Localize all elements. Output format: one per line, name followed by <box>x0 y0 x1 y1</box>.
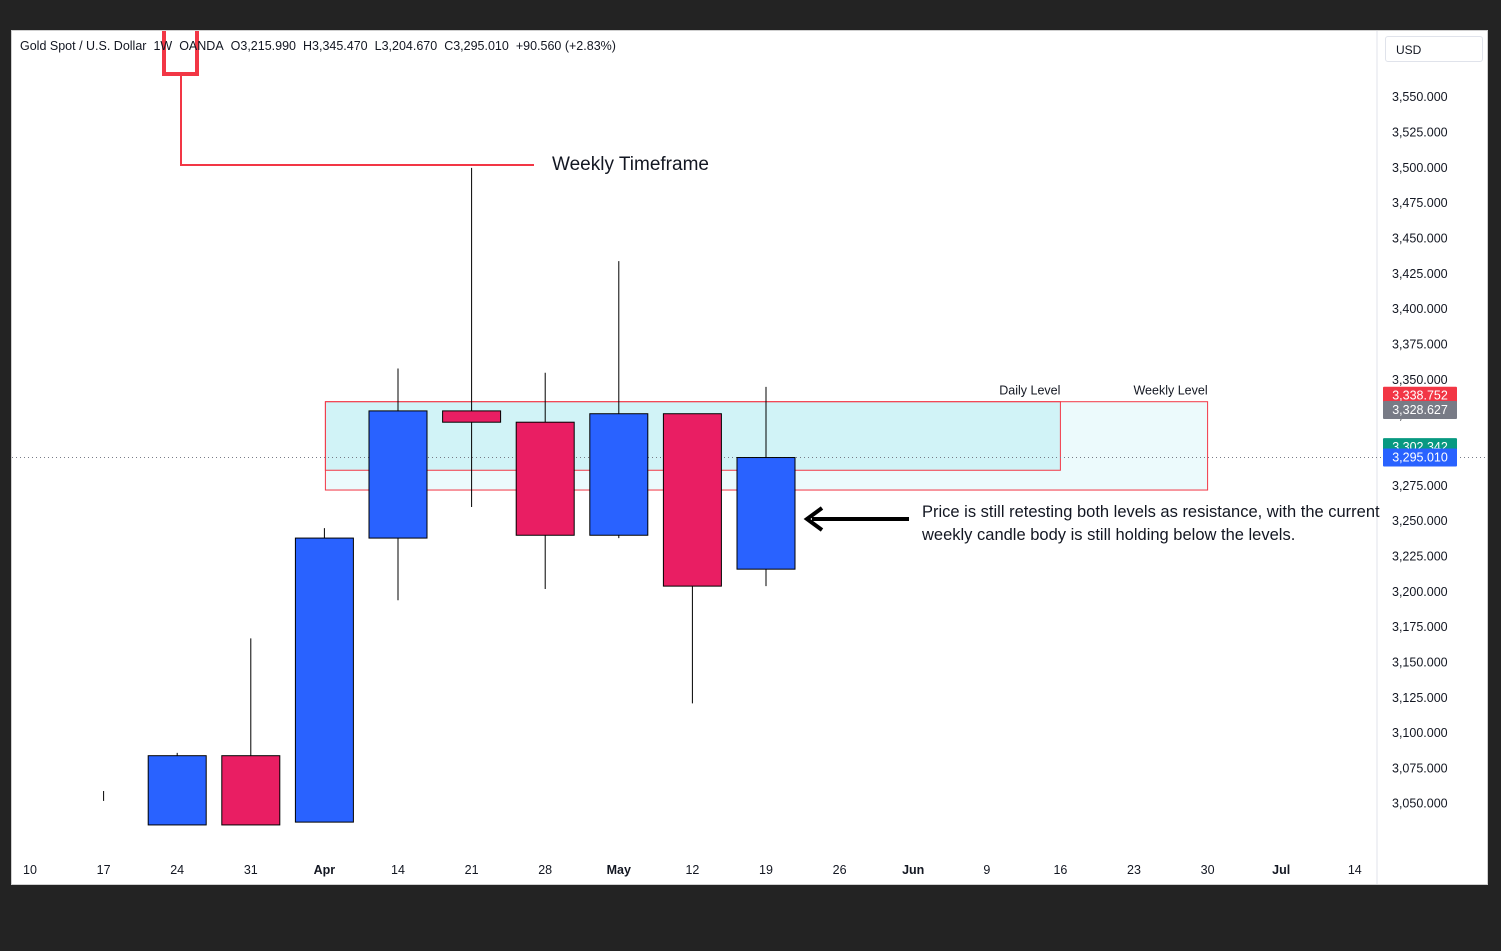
price-badge <box>1383 401 1457 420</box>
analysis-note: Price is still retesting both levels as … <box>922 503 1380 544</box>
x-tick-label: 16 <box>1053 863 1067 877</box>
y-tick-label: 3,150.000 <box>1392 655 1448 669</box>
y-tick-label: 3,050.000 <box>1392 797 1448 811</box>
y-tick-label: 3,125.000 <box>1392 691 1448 705</box>
symbol-legend: Gold Spot / U.S. Dollar 1W OANDA O3,215.990… <box>20 39 623 53</box>
candle-body-12[interactable] <box>662 413 722 587</box>
y-tick-label: 3,450.000 <box>1392 232 1448 246</box>
y-tick-label: 3,075.000 <box>1392 761 1448 775</box>
y-tick-label: 3,375.000 <box>1392 337 1448 351</box>
y-tick-label: 3,100.000 <box>1392 726 1448 740</box>
y-tick-label: 3,550.000 <box>1392 90 1448 104</box>
price-badge-label: 3,295.010 <box>1392 451 1448 465</box>
price-badge <box>1383 386 1457 405</box>
timeframe-selector[interactable]: 1W <box>153 39 173 53</box>
x-tick-label: 19 <box>759 863 773 877</box>
candle-body-31[interactable] <box>221 755 281 826</box>
zone-label-weekly-level: Weekly Level <box>1133 384 1207 398</box>
zone-label-daily-level: Daily Level <box>999 384 1060 398</box>
price-badge-label: 3,338.752 <box>1392 389 1448 403</box>
symbol-name[interactable]: Gold Spot / U.S. Dollar <box>20 39 147 53</box>
x-tick-label: 21 <box>465 863 479 877</box>
x-tick-label: 14 <box>1348 863 1362 877</box>
y-tick-label: 3,475.000 <box>1392 196 1448 210</box>
candle-body-28[interactable] <box>515 421 575 536</box>
y-tick-label: 3,250.000 <box>1392 514 1448 528</box>
x-tick-label: 12 <box>685 863 699 877</box>
candle-body-19[interactable] <box>736 457 796 570</box>
x-tick-label: 23 <box>1127 863 1141 877</box>
price-badge <box>1383 448 1457 467</box>
x-tick-label: Jul <box>1272 863 1290 877</box>
candle-body-14[interactable] <box>368 410 428 539</box>
x-tick-label: 26 <box>833 863 847 877</box>
currency-selector[interactable]: USD <box>1385 36 1483 62</box>
x-tick-label: 31 <box>244 863 258 877</box>
y-tick-label: 3,275.000 <box>1392 479 1448 493</box>
change-value: +90.560 (+2.83%) <box>515 39 616 53</box>
low-value: L3,204.670 <box>374 39 438 53</box>
x-tick-label: 30 <box>1201 863 1215 877</box>
y-tick-label: 3,200.000 <box>1392 585 1448 599</box>
y-tick-label: 3,525.000 <box>1392 126 1448 140</box>
y-tick-label: 3,225.000 <box>1392 549 1448 563</box>
close-value: C3,295.010 <box>444 39 509 53</box>
y-tick-label: 3,350.000 <box>1392 373 1448 387</box>
x-tick-label: 10 <box>23 863 37 877</box>
data-source: OANDA <box>179 39 224 53</box>
open-value: O3,215.990 <box>230 39 296 53</box>
y-tick-label: 3,425.000 <box>1392 267 1448 281</box>
callout-connector <box>180 76 534 166</box>
pointer-arrow-head <box>803 506 824 532</box>
candle-body-24[interactable] <box>147 755 207 826</box>
y-tick-label: 3,175.000 <box>1392 620 1448 634</box>
x-tick-label: 28 <box>538 863 552 877</box>
y-tick-label: 3,500.000 <box>1392 161 1448 175</box>
y-tick-label: 3,400.000 <box>1392 302 1448 316</box>
x-tick-label: Apr <box>314 863 336 877</box>
chart-canvas[interactable]: Weekly Level Daily Level 10 17 24 31 Apr 14 21 28… <box>12 31 1488 885</box>
x-tick-label: Jun <box>902 863 924 877</box>
weekly-timeframe-callout: Weekly Timeframe <box>552 154 709 175</box>
chart-frame[interactable]: Weekly Level Daily Level 10 17 24 31 Apr 14 21 28… <box>11 30 1488 885</box>
price-badge-label: 3,328.627 <box>1392 403 1448 417</box>
x-tick-label: 9 <box>983 863 990 877</box>
x-tick-label: 17 <box>97 863 111 877</box>
x-tick-label: 14 <box>391 863 405 877</box>
x-tick-label: May <box>607 863 631 877</box>
candle-body-21[interactable] <box>442 410 502 423</box>
candle-body-May[interactable] <box>589 413 649 536</box>
candle-body-Apr[interactable] <box>294 537 354 823</box>
timeframe-highlight-box <box>162 31 199 76</box>
high-value: H3,345.470 <box>303 39 368 53</box>
x-tick-label: 24 <box>170 863 184 877</box>
